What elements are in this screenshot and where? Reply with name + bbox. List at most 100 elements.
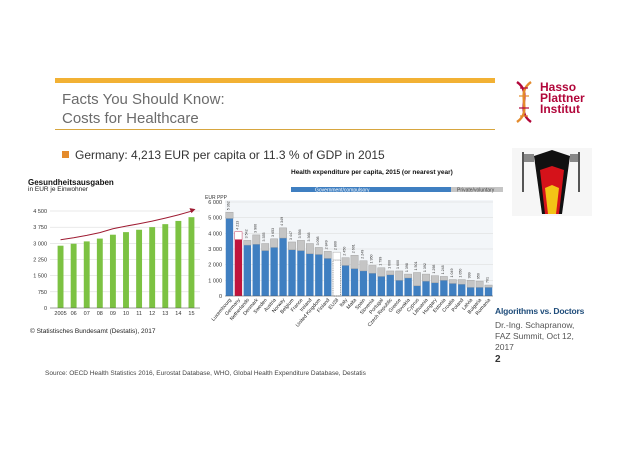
destatis-ytick-label: 3 000 [33, 241, 47, 247]
oecd-total-label: 1 392 [423, 263, 427, 272]
destatis-ytick-label: 4 500 [33, 209, 47, 215]
oecd-total-label: 1 050 [459, 269, 463, 278]
oecd-bar-government [324, 258, 332, 296]
destatis-trend-line [60, 210, 192, 241]
oecd-total-label: 1 398 [405, 263, 409, 272]
oecd-bar-government [279, 238, 287, 296]
destatis-xtick-label: 2005 [54, 311, 66, 317]
oecd-bar-government [315, 254, 323, 296]
oecd-legend-gov-label: Government/compulsory [315, 188, 370, 194]
logo-text: Hasso Plattner Institut [540, 81, 585, 115]
destatis-bar [70, 243, 77, 308]
destatis-chart-title: Gesundheitsausgaben [28, 178, 114, 187]
destatis-xtick-label: 11 [136, 311, 142, 317]
oecd-legend-gov-swatch [291, 187, 451, 192]
oecd-total-label: 701 [486, 277, 490, 283]
oecd-total-label: 3 368 [307, 233, 311, 242]
destatis-xtick-label: 07 [84, 311, 90, 317]
oecd-total-label: 3 355 [262, 233, 266, 242]
oecd-total-label: 2 450 [343, 247, 347, 256]
destatis-ytick-label: 1 500 [33, 274, 47, 280]
oecd-chart-plot: Health expenditure per capita, 2015 (or … [205, 169, 503, 329]
oecd-total-label: 3 653 [271, 228, 275, 237]
oecd-bar-government [386, 274, 394, 296]
oecd-bar-private [306, 243, 314, 254]
germany-flag-flags-icon [512, 148, 592, 216]
oecd-total-label: 950 [477, 273, 481, 279]
destatis-xtick-label: 14 [175, 311, 181, 317]
destatis-xtick-label: 13 [162, 311, 168, 317]
oecd-total-label: 4 349 [280, 217, 284, 226]
oecd-bar-government [341, 265, 350, 296]
oecd-bar-private [422, 273, 430, 282]
bullet-text: Germany: 4,213 EUR per capita or 11.3 % … [75, 148, 385, 162]
destatis-chart-plot: 0 750 1 500 2 250 3 000 3 750 4 500 2005 06 07 08 0… [33, 208, 200, 317]
side-line3: 2017 [495, 342, 514, 352]
oecd-total-label: 1 600 [387, 260, 391, 269]
destatis-bar [136, 229, 143, 308]
oecd-bar-government [440, 280, 448, 296]
oecd-total-label: 3 447 [289, 231, 293, 240]
hpi-logo: Hasso Plattner Institut [512, 78, 622, 128]
oecd-bar-private [314, 247, 323, 255]
destatis-xtick-label: 10 [123, 311, 129, 317]
oecd-bar-private [332, 251, 341, 261]
oecd-legend-private-swatch [451, 187, 503, 192]
slide-title-line2: Costs for Healthcare [62, 110, 199, 127]
oecd-bar-private [270, 238, 278, 248]
oecd-total-label: 1 950 [369, 254, 373, 263]
oecd-bar-government [467, 287, 475, 296]
oecd-bar-private [466, 280, 475, 288]
oecd-bar-private [448, 279, 457, 284]
oecd-bar-government [332, 259, 341, 297]
oecd-bar-government [395, 280, 403, 296]
destatis-chart: Gesundheitsausgaben in EUR je Einwohner … [20, 178, 205, 338]
oecd-bar-private [288, 241, 296, 250]
oecd-bar-government [484, 287, 493, 296]
oecd-total-label: 1 799 [378, 257, 382, 266]
logo-line2: Plattner [540, 91, 585, 105]
oecd-ytick-label: 3 000 [208, 247, 222, 253]
oecd-bar-government [431, 282, 439, 296]
oecd-ytick-label: 1 000 [208, 278, 222, 284]
oecd-total-label: 1 600 [396, 260, 400, 269]
oecd-plot-background [225, 200, 493, 296]
oecd-ytick-label: 0 [219, 294, 222, 300]
slide-title: Facts You Should Know: Costs for Healthc… [62, 90, 225, 128]
destatis-bar [109, 234, 116, 308]
oecd-bar-government [306, 253, 314, 296]
destatis-bar [175, 220, 182, 308]
destatis-bar [188, 217, 195, 308]
destatis-bar [149, 227, 156, 308]
destatis-xtick-label: 06 [71, 311, 77, 317]
oecd-bar-private [368, 265, 377, 274]
page-number: 2 [495, 354, 501, 365]
oecd-total-label: 999 [468, 272, 472, 278]
destatis-trend-arrow [189, 208, 196, 214]
oecd-bar-government [297, 250, 305, 296]
oecd-bar-private [395, 270, 404, 281]
side-line2: FAZ Summit, Oct 12, [495, 331, 574, 341]
oecd-bar-private [475, 280, 484, 288]
oecd-bar-private [323, 251, 332, 259]
oecd-bar-private [350, 255, 359, 269]
title-divider [55, 129, 495, 130]
destatis-xtick-label: 08 [97, 311, 103, 317]
dna-helix-icon [516, 81, 532, 123]
oecd-ytick-label: 6 000 [208, 200, 222, 206]
oecd-bar-private [279, 227, 287, 239]
destatis-xtick-label: 15 [188, 311, 194, 317]
destatis-ytick-label: 750 [38, 290, 47, 296]
oecd-bar-government [449, 283, 457, 296]
oecd-total-label: 1 501 [414, 262, 418, 271]
oecd-bar-private [252, 234, 261, 245]
oecd-total-label: 2 849 [325, 240, 329, 249]
oecd-total-label: 5 362 [226, 201, 230, 210]
oecd-chart-title: Health expenditure per capita, 2015 (or … [291, 169, 453, 176]
bullet-point: Germany: 4,213 EUR per capita or 11.3 % … [62, 148, 385, 162]
oecd-bar-government [404, 277, 412, 296]
oecd-bar-government [243, 245, 251, 296]
oecd-bar-government [234, 239, 243, 296]
oecd-legend-private-label: Private/voluntary [457, 188, 495, 194]
oecd-total-label: 2 601 [352, 244, 356, 253]
